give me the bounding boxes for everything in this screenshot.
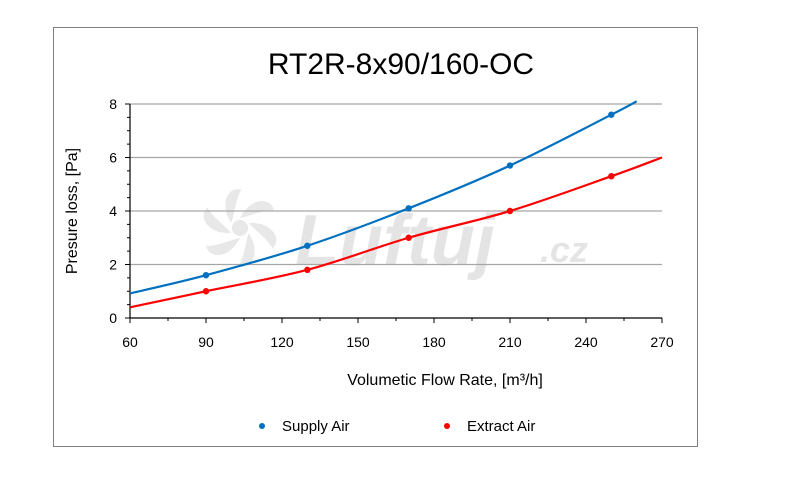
legend-label-extract-air: Extract Air [467,418,535,435]
watermark-suffix: .cz [540,229,588,270]
data-point-extract-air [506,207,514,215]
x-tick-label-210: 210 [498,334,522,350]
series-layer [129,100,663,309]
data-point-supply-air [202,272,210,279]
y-axis-label: Presure loss, [Pa] [64,148,81,274]
data-point-supply-air [405,205,412,212]
x-tick-label-120: 120 [270,334,294,350]
x-tick-label-60: 60 [122,334,138,350]
x-tick-labels: 60 90 120 150 180 210 240 270 [122,334,674,350]
legend-label-supply-air: Supply Air [282,418,350,435]
grid-lines [130,103,662,266]
x-tick-label-90: 90 [198,334,214,350]
legend: Supply Air Extract Air [259,418,535,435]
x-tick-label-150: 150 [346,334,370,350]
legend-marker-supply-air [259,423,265,429]
axes [125,103,663,323]
y-tick-label-8: 8 [109,96,117,112]
y-tick-label-4: 4 [109,203,117,219]
data-point-supply-air [506,162,514,169]
y-tick-label-0: 0 [109,310,117,326]
fan-icon [203,189,277,267]
data-point-extract-air [608,173,615,180]
data-point-extract-air [405,234,412,241]
y-tick-labels: 0 2 4 6 8 [109,96,117,326]
data-point-extract-air [304,266,311,274]
y-tick-label-2: 2 [109,257,117,273]
x-tick-label-240: 240 [574,334,598,350]
data-point-supply-air [608,111,615,118]
x-tick-label-270: 270 [650,334,674,350]
y-tick-label-6: 6 [109,150,117,166]
data-point-supply-air [304,242,311,249]
watermark: Luftuj .cz [203,189,588,281]
legend-marker-extract-air [444,423,450,429]
chart-frame [53,27,698,447]
x-axis-label: Volumetic Flow Rate, [m³/h] [347,372,543,389]
x-tick-label-180: 180 [422,334,446,350]
data-point-extract-air [202,288,210,295]
chart-title: RT2R-8x90/160-OC [268,48,534,81]
